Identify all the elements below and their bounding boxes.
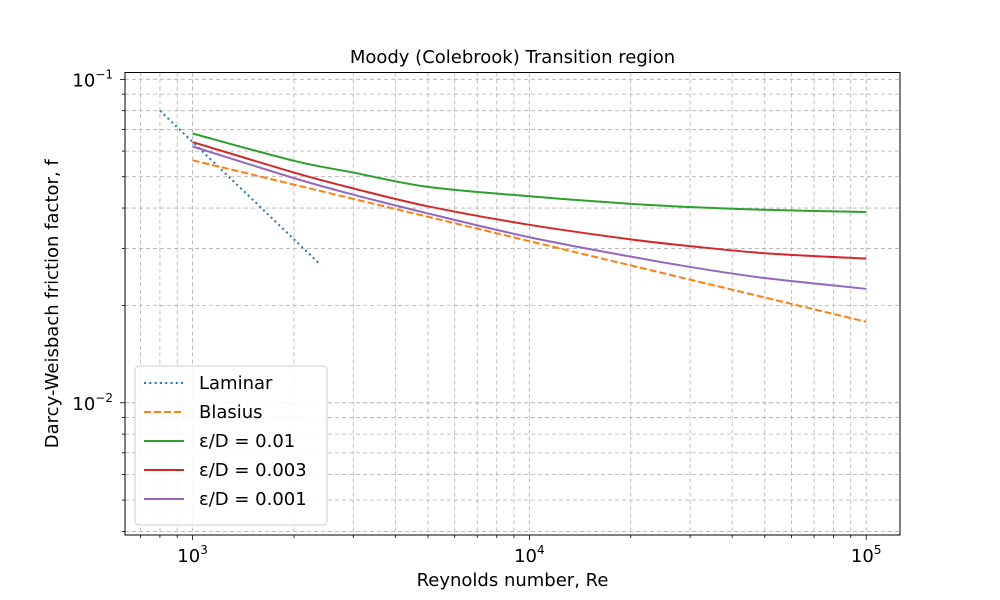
grid: [125, 72, 900, 535]
series-line-1: [159, 109, 322, 266]
chart-title: Moody (Colebrook) Transition region: [350, 47, 675, 68]
x-tick-label: 103: [177, 543, 208, 567]
y-axis-label: Darcy-Weisbach friction factor, f: [42, 159, 63, 449]
y-tick-label: 10−1: [72, 67, 113, 91]
series-line-4: [192, 141, 867, 260]
series-layer: [159, 109, 867, 323]
legend-label: ε/D = 0.01: [199, 431, 295, 452]
legend-box: [134, 365, 328, 526]
plot-frame: [124, 72, 901, 536]
legend-label: Laminar: [199, 373, 273, 394]
series-line-5: [192, 145, 867, 290]
x-tick-label: 105: [851, 543, 882, 567]
x-axis-label: Reynolds number, Re: [417, 570, 609, 591]
ticks: 103 104 105 10−2 10−1: [72, 67, 881, 567]
legend-label: Blasius: [199, 402, 263, 423]
series-line-3: [192, 132, 867, 213]
x-tick-label: 104: [514, 543, 545, 567]
legend: Laminar Blasius ε/D = 0.01 ε/D = 0.003 ε/D =…: [134, 365, 328, 526]
legend-label: ε/D = 0.003: [199, 460, 307, 481]
y-tick-label: 10−2: [72, 391, 113, 415]
legend-label: ε/D = 0.001: [199, 489, 307, 510]
series-line-2: [192, 159, 867, 323]
